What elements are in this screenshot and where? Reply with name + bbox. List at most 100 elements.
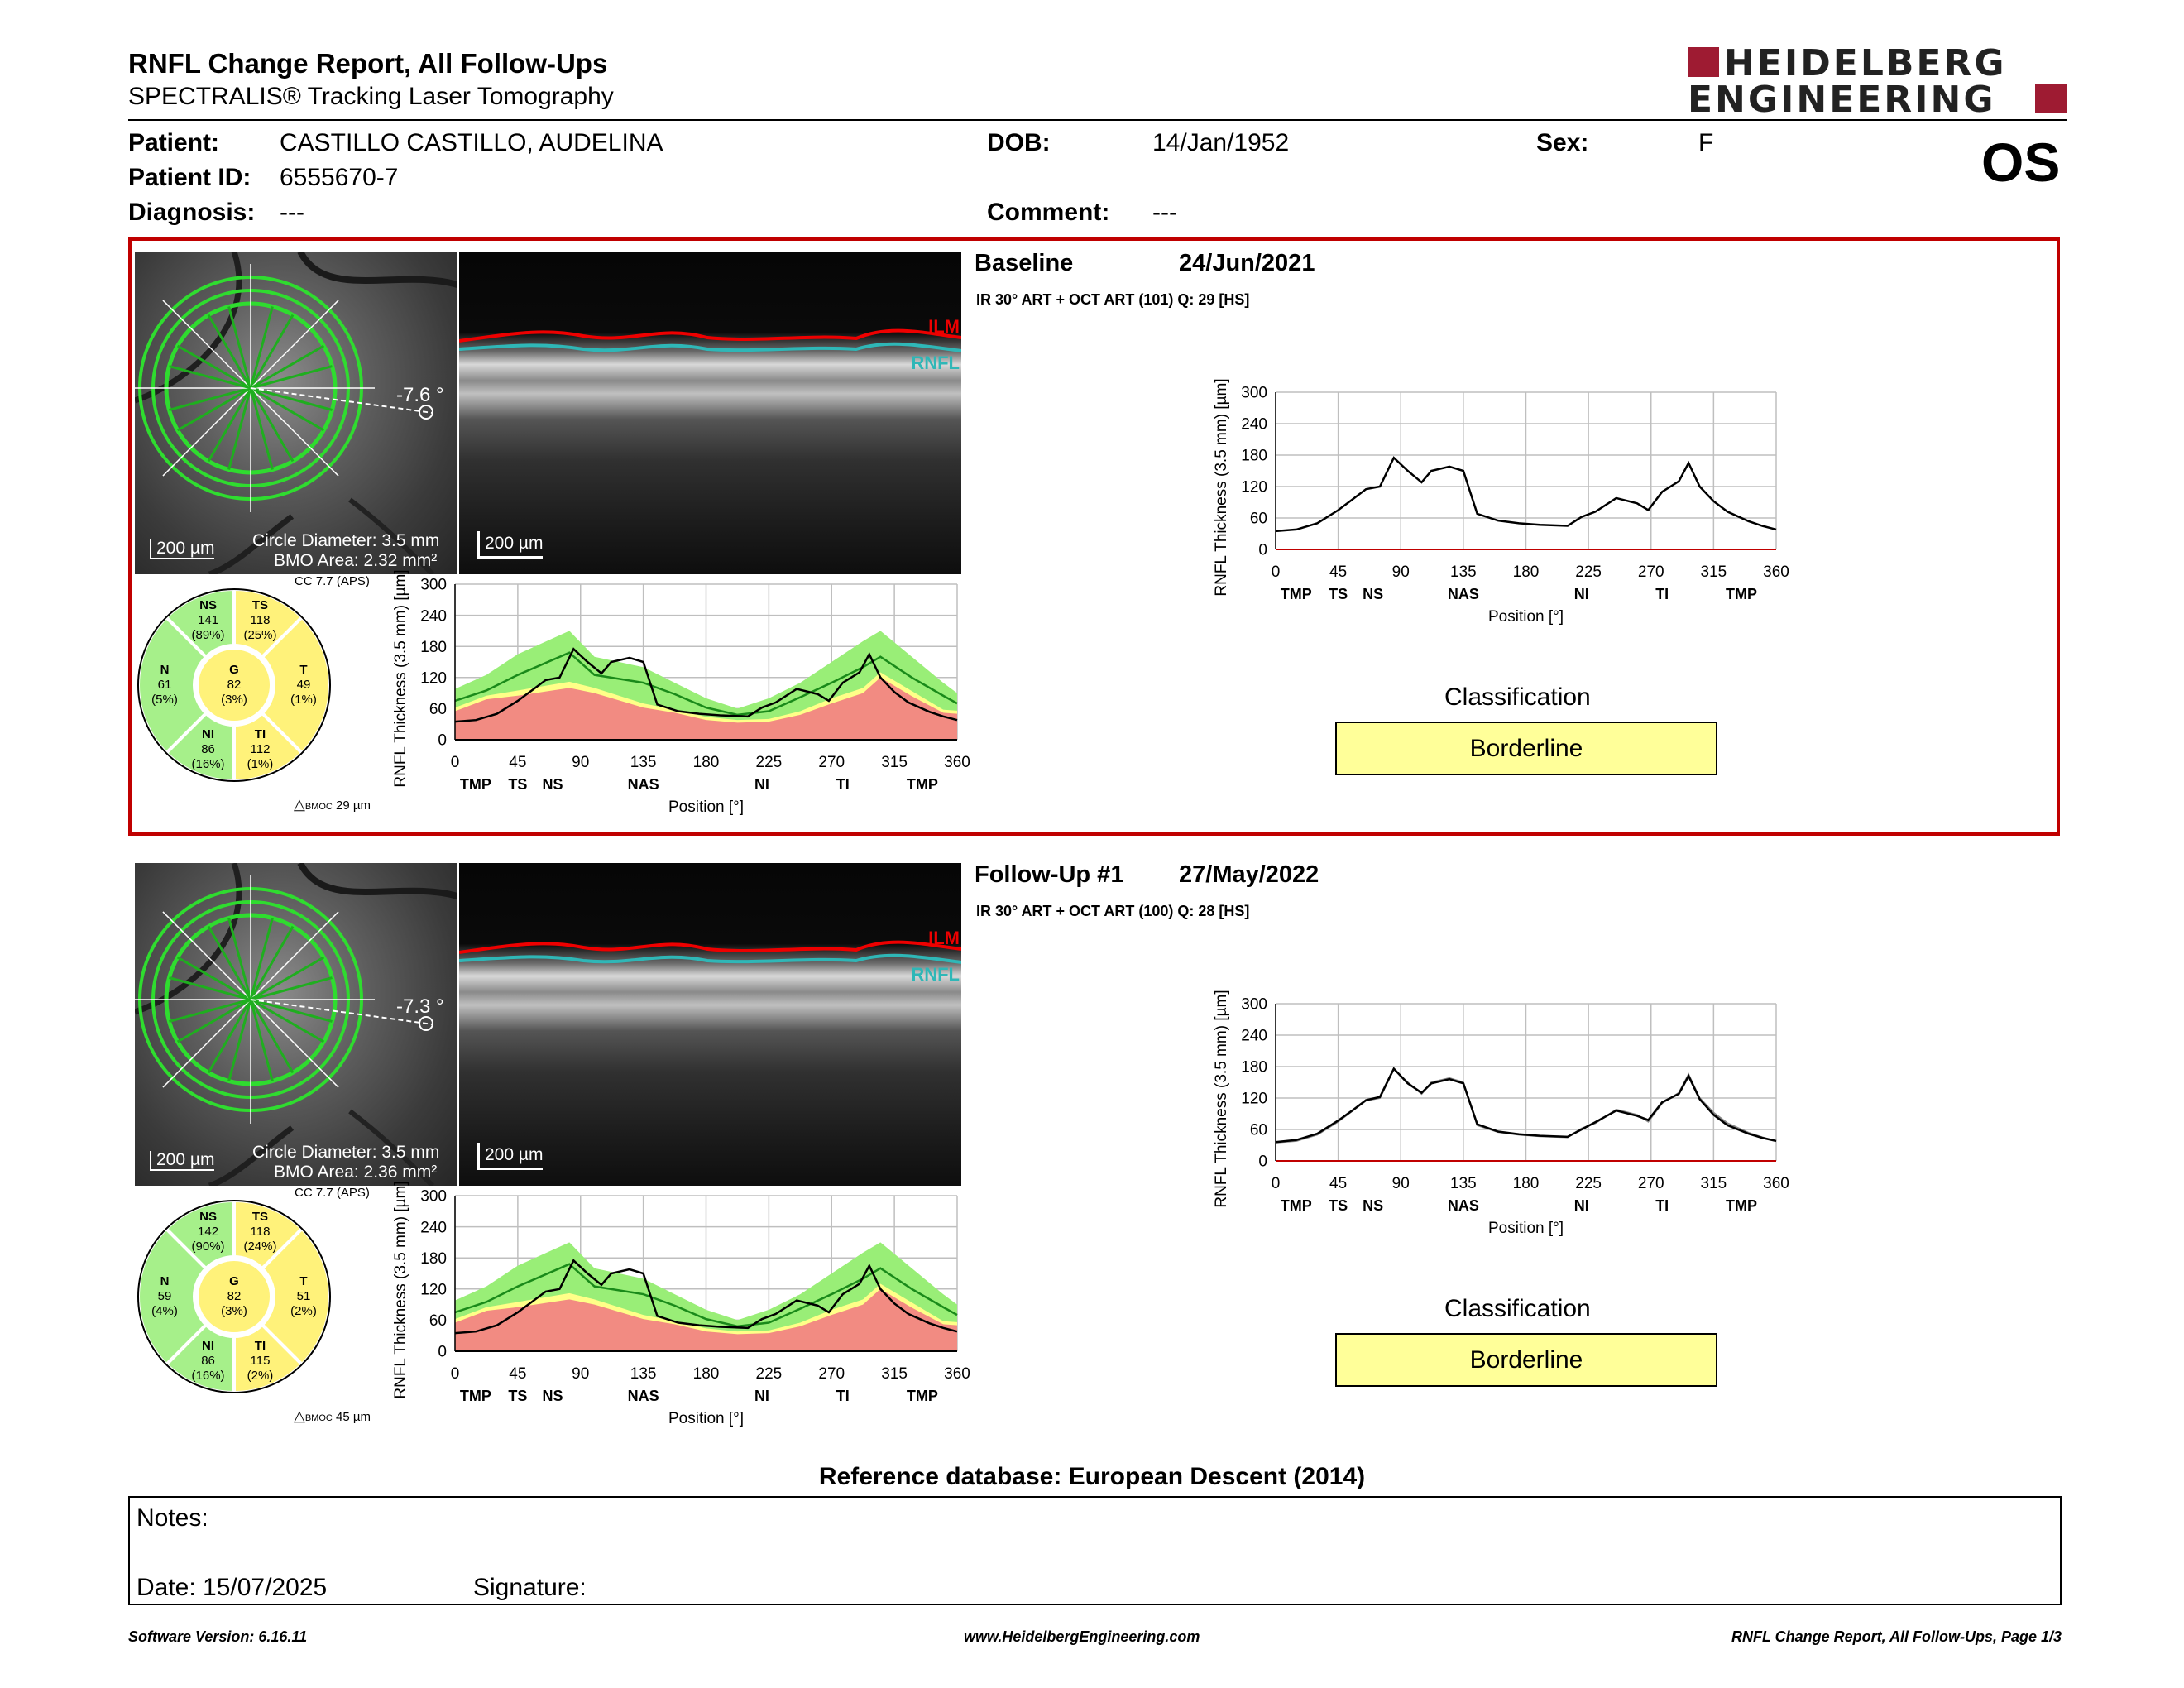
sector-name-ti: TI (255, 1339, 266, 1353)
sector-value-ts: 118 (251, 613, 271, 627)
sector-label: NS (543, 1388, 563, 1404)
bmo-spoke (249, 918, 274, 1000)
sector-value-g: 82 (228, 1289, 242, 1303)
sector-name-t: T (299, 663, 307, 677)
normal-mean-line (454, 651, 958, 717)
signature-label: Signature: (473, 1574, 587, 1601)
y-tick-label: 0 (1258, 542, 1267, 559)
x-tick-label: 315 (1701, 563, 1727, 581)
sector-pct-n: (5%) (151, 693, 178, 707)
rnfl-label: RNFL (911, 964, 960, 985)
sector-pct-ti: (1%) (247, 757, 274, 771)
exam-heading: Baseline (975, 250, 1074, 276)
y-tick-label: 0 (1258, 1153, 1267, 1171)
x-tick-label: 360 (944, 754, 970, 771)
oct-scale-bar: 200 µm (477, 1143, 544, 1170)
notes-box[interactable]: Notes: Date: 15/07/2025 Signature: (128, 1496, 2062, 1605)
oct-layers (459, 328, 961, 352)
rnfl-change-chart: 0 45 90 135 180 225 270 315 360 0 60 120 180 240 300 TM… (1213, 990, 1789, 1237)
bmo-spoke (250, 956, 325, 1001)
x-tick-label: 135 (1450, 1175, 1477, 1192)
y-tick-label: 240 (420, 607, 447, 625)
x-tick-label: 90 (572, 754, 589, 771)
y-tick-label: 240 (420, 1219, 447, 1236)
sector-label: TI (1655, 1197, 1669, 1214)
sector-name-n: N (160, 1274, 170, 1288)
bmo-spoke (249, 387, 295, 463)
cc-label: CC 7.7 (APS) (295, 1186, 370, 1200)
rnfl-change-chart: 0 45 90 135 180 225 270 315 360 0 60 120 180 240 300 TM… (1213, 378, 1789, 626)
patient-label: Patient: (128, 129, 220, 156)
classification-label: Classification (1444, 1295, 1591, 1322)
sector-pct-ts: (25%) (243, 628, 276, 642)
sector-pct-ni: (16%) (192, 757, 225, 771)
sex-label: Sex: (1536, 129, 1589, 156)
bmo-spoke (162, 387, 251, 477)
sector-pct-g: (3%) (221, 1304, 247, 1318)
x-tick-label: 270 (818, 754, 845, 771)
bmo-spoke (162, 911, 251, 1000)
ilm-line (459, 940, 961, 954)
y-tick-label: 240 (1241, 1028, 1267, 1045)
page-info: RNFL Change Report, All Follow-Ups, Page… (1731, 1628, 2062, 1645)
notes-label: Notes: (136, 1504, 208, 1532)
vessel (208, 1125, 295, 1186)
sector-chart: NS142(90%)TS118(24%)T51(2%)TI115(2%)NI86… (136, 1198, 332, 1395)
sector-label: NS (1363, 1197, 1383, 1214)
x-tick-label: 225 (1575, 563, 1602, 581)
rnfl-line (459, 953, 961, 964)
bmo-spoke (176, 956, 251, 1001)
y-axis-label: RNFL Thickness (3.5 mm) [µm] (1213, 378, 1230, 596)
ilm-label: ILM (928, 316, 960, 337)
fundus-angle: -7.3 ° (396, 995, 444, 1018)
patient-id: 6555670-7 (280, 164, 399, 191)
sector-g (195, 646, 273, 724)
sector-pct-n: (4%) (151, 1304, 178, 1318)
sector-label: TI (1655, 586, 1669, 602)
x-tick-label: 360 (944, 1365, 970, 1383)
y-axis-label: RNFL Thickness (3.5 mm) [µm] (1213, 990, 1230, 1207)
x-tick-label: 90 (572, 1365, 589, 1383)
sector-name-g: G (229, 1274, 239, 1288)
sector-label: TMP (460, 776, 491, 793)
sector-value-ti: 115 (251, 1354, 271, 1368)
sector-label: NI (1574, 586, 1589, 602)
sector-value-ni: 86 (201, 742, 215, 756)
normal-mean-line (454, 1263, 958, 1328)
sector-g (195, 1258, 273, 1336)
x-tick-label: 225 (1575, 1175, 1602, 1192)
vessel (348, 497, 435, 574)
y-axis-label: RNFL Thickness (3.5 mm) [µm] (392, 1181, 410, 1398)
date-label: Date: 15/07/2025 (136, 1574, 328, 1601)
fovea-line (250, 387, 433, 414)
x-tick-label: 180 (1513, 563, 1540, 581)
y-tick-label: 300 (420, 577, 447, 594)
series-line-follow-up (1275, 1067, 1777, 1144)
software-version: Software Version: 6.16.11 (128, 1628, 308, 1645)
website-link[interactable]: www.HeidelbergEngineering.com (964, 1628, 1200, 1645)
bmo-spoke (250, 976, 333, 1001)
sector-value-ns: 141 (198, 613, 218, 627)
y-tick-label: 300 (1241, 996, 1267, 1014)
rnfl-profile-chart: 0 45 90 135 180 225 270 315 360 0 60 120 180 240 300 TM… (392, 1181, 970, 1427)
rnfl-line (459, 342, 961, 352)
patient-name: CASTILLO CASTILLO, AUDELINA (280, 129, 663, 156)
dob-label: DOB: (987, 129, 1051, 156)
sector-name-ni: NI (202, 727, 214, 741)
bmo-spoke (176, 386, 251, 432)
y-tick-label: 120 (420, 1281, 447, 1298)
bmoc-label: △BMOC 29 µm (294, 796, 371, 813)
y-tick-label: 120 (420, 669, 447, 687)
oct-bscan-image: ILM RNFL 200 µm (459, 863, 961, 1186)
x-tick-label: 0 (451, 754, 460, 771)
cc-label: CC 7.7 (APS) (295, 574, 370, 588)
sector-label: TS (508, 1388, 527, 1404)
bmo-spoke (176, 998, 251, 1043)
oct-scale-bar: 200 µm (477, 531, 544, 559)
bmo-spokes (135, 264, 375, 512)
y-tick-label: 60 (429, 1312, 447, 1330)
sector-label: TMP (907, 1388, 938, 1404)
y-tick-label: 0 (438, 1344, 447, 1361)
patient-id-label: Patient ID: (128, 164, 251, 191)
x-tick-label: 45 (509, 1365, 526, 1383)
